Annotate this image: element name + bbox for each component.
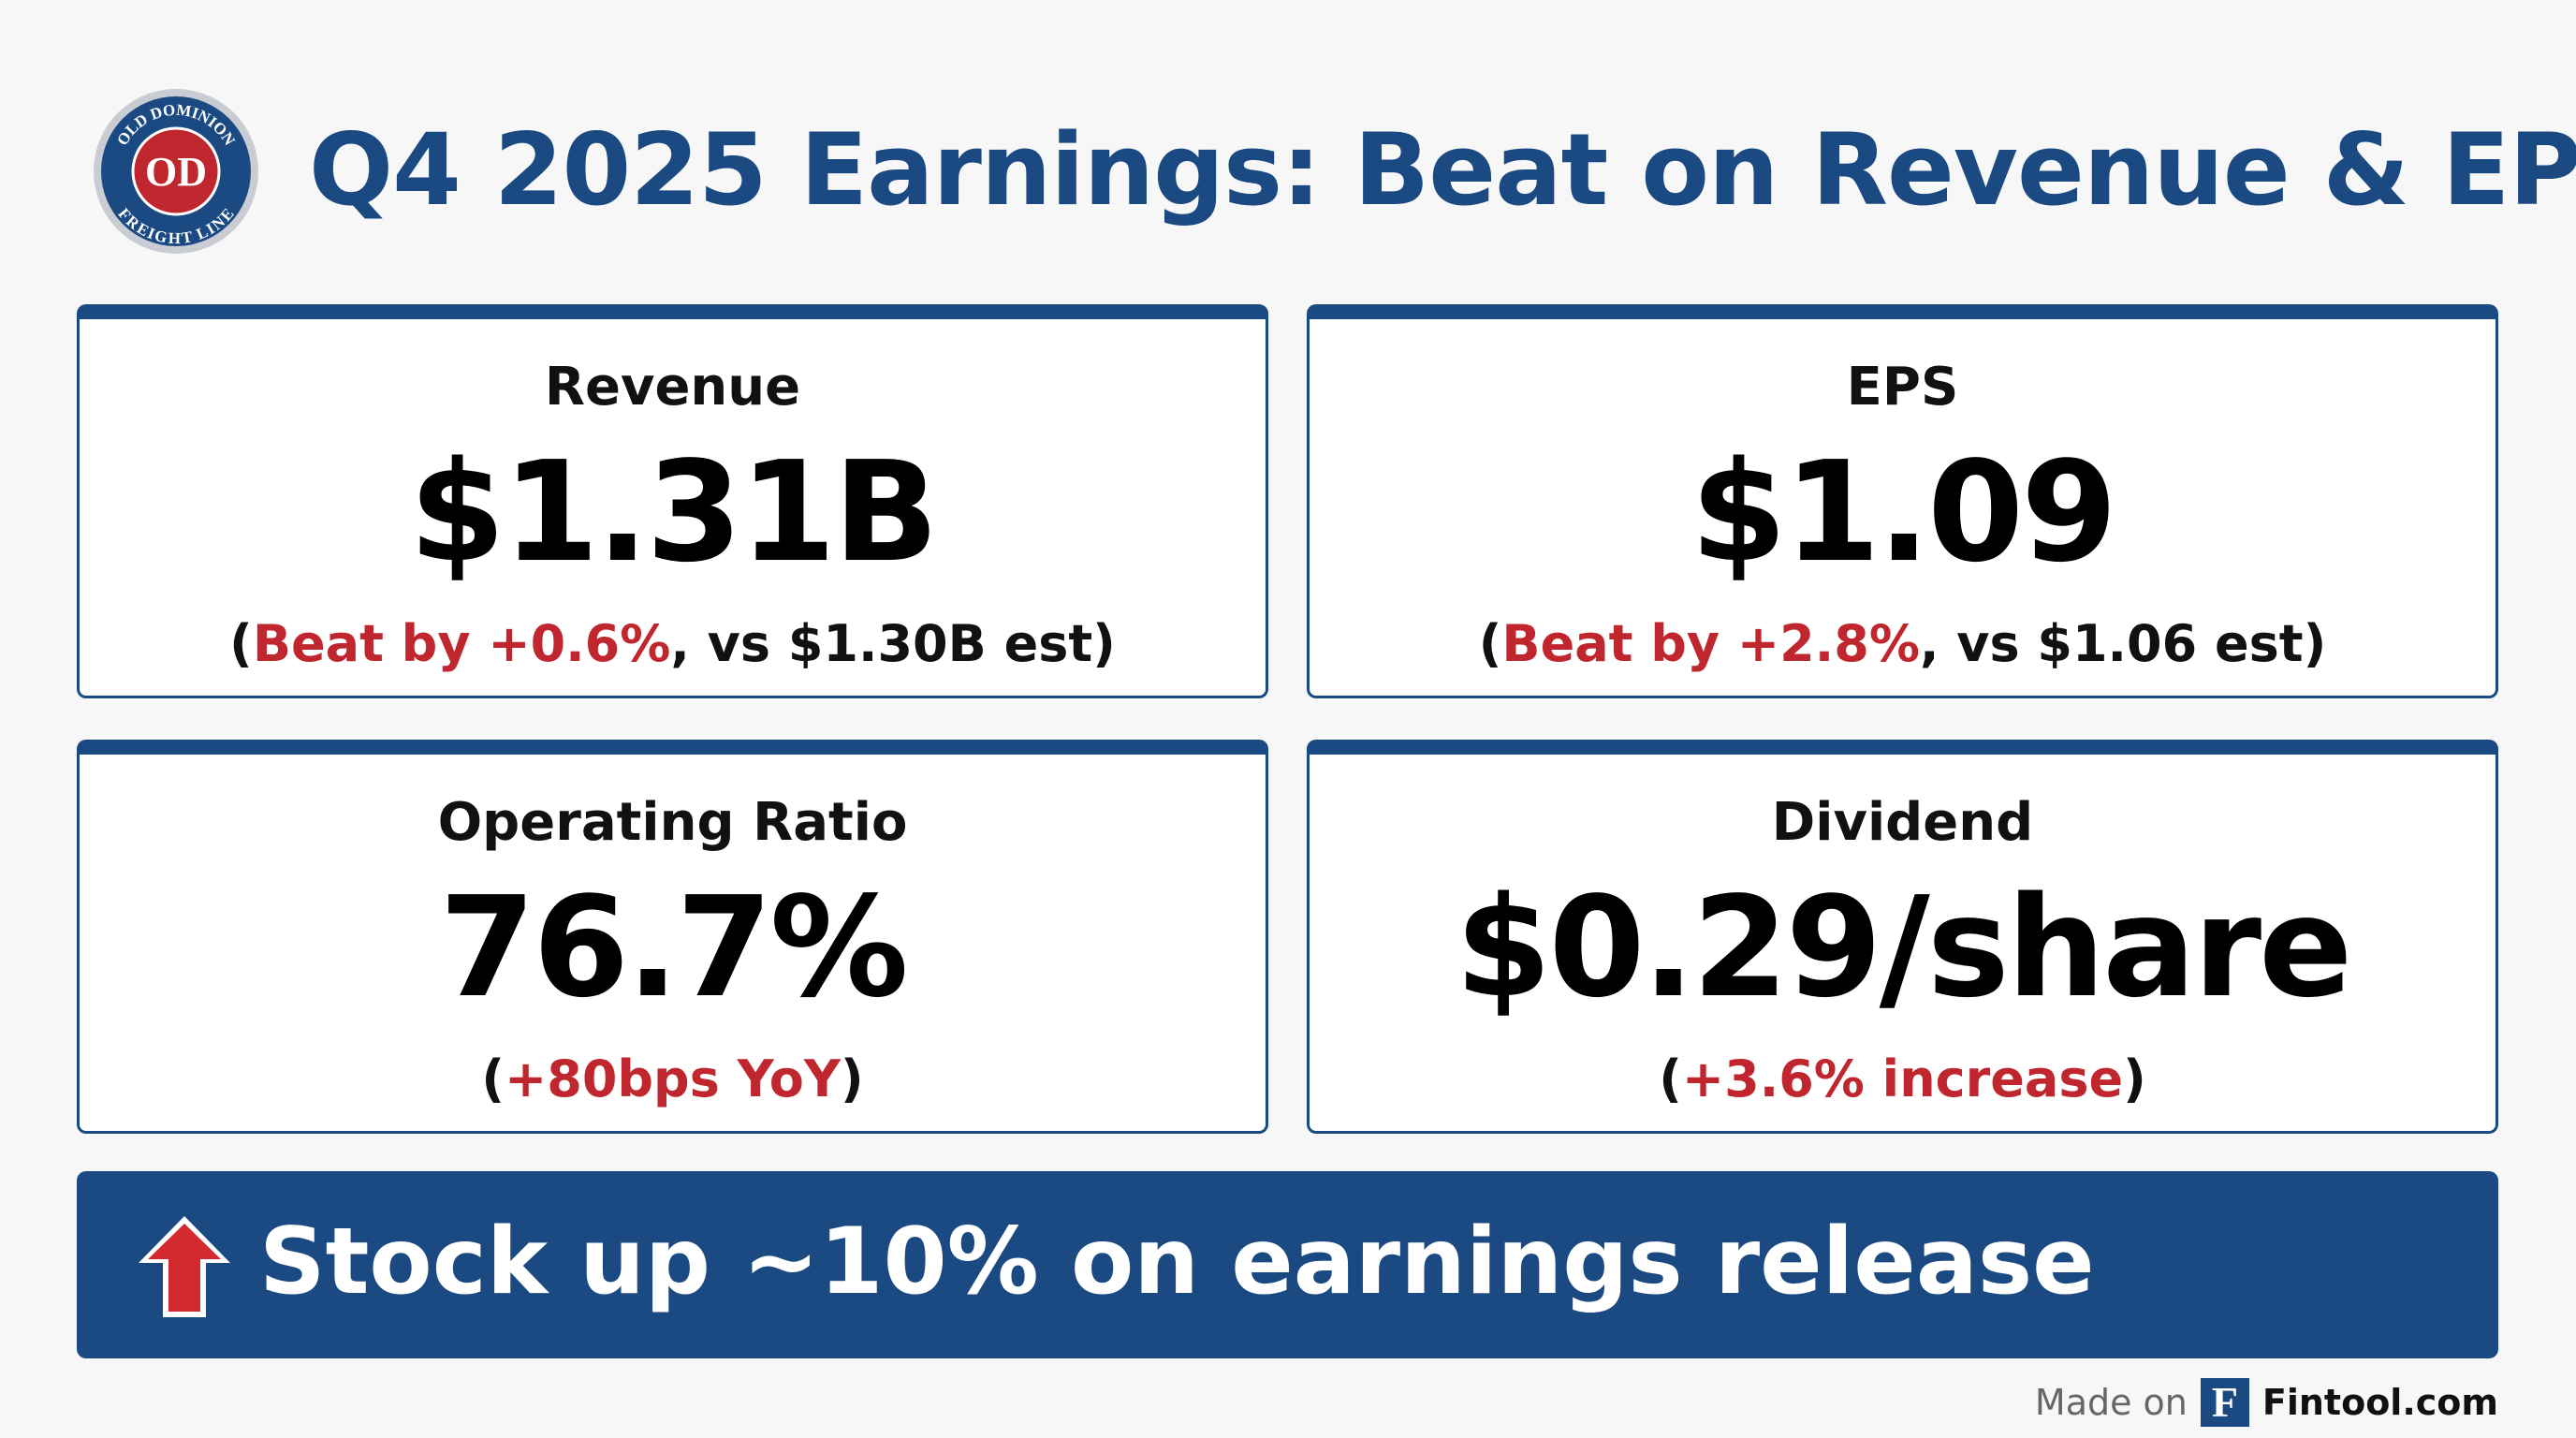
logo-center (131, 126, 221, 216)
banner: Stock up ~10% on earnings release (77, 1171, 2498, 1358)
metric-label: Revenue (544, 357, 801, 418)
metric-note: (+80bps YoY) (80, 1049, 1266, 1108)
metric-label: Dividend (1771, 792, 2034, 853)
metric-card: Revenue $1.31B (Beat by +0.6%, vs $1.30B e… (77, 304, 1268, 698)
logo: OLD DOMINION FREIGHT LINE OD (94, 89, 258, 254)
note-highlight: Beat by +0.6% (252, 614, 671, 673)
metric-value: 76.7% (439, 867, 908, 1028)
note-open: ( (1478, 614, 1502, 673)
metric-value: $1.31B (409, 432, 939, 593)
metric-value: $0.29/share (1455, 867, 2353, 1028)
banner-text: Stock up ~10% on earnings release (259, 1209, 2095, 1315)
metric-note: (Beat by +0.6%, vs $1.30B est) (80, 614, 1266, 673)
note-highlight: +3.6% increase (1681, 1049, 2124, 1108)
brand: Fintool.com (2261, 1382, 2498, 1423)
note-rest: , vs $1.30B est) (670, 614, 1116, 673)
note-rest: ) (841, 1049, 864, 1108)
note-open: ( (1659, 1049, 1682, 1108)
note-highlight: +80bps YoY (505, 1049, 841, 1108)
metric-note: (+3.6% increase) (1310, 1049, 2496, 1108)
made-on: Made on (2034, 1382, 2188, 1423)
metric-card: EPS $1.09 (Beat by +2.8%, vs $1.06 est) (1307, 304, 2498, 698)
brand-mark: F (2200, 1378, 2249, 1427)
metric-value: $1.09 (1690, 432, 2117, 593)
up-arrow (139, 1216, 230, 1317)
logo-mark: OD (145, 149, 207, 195)
note-rest: ) (2123, 1049, 2146, 1108)
note-open: ( (229, 614, 253, 673)
metric-card: Operating Ratio 76.7% (+80bps YoY) (77, 740, 1268, 1134)
metric-note: (Beat by +2.8%, vs $1.06 est) (1310, 614, 2496, 673)
metric-card: Dividend $0.29/share (+3.6% increase) (1307, 740, 2498, 1134)
metric-label: EPS (1846, 357, 1959, 418)
note-rest: , vs $1.06 est) (1919, 614, 2327, 673)
title: Q4 2025 Earnings: Beat on Revenue & EPS (309, 112, 2576, 227)
metric-label: Operating Ratio (437, 792, 908, 853)
note-open: ( (481, 1049, 505, 1108)
note-highlight: Beat by +2.8% (1501, 614, 1920, 673)
footer: Made on F Fintool.com (2035, 1378, 2498, 1427)
